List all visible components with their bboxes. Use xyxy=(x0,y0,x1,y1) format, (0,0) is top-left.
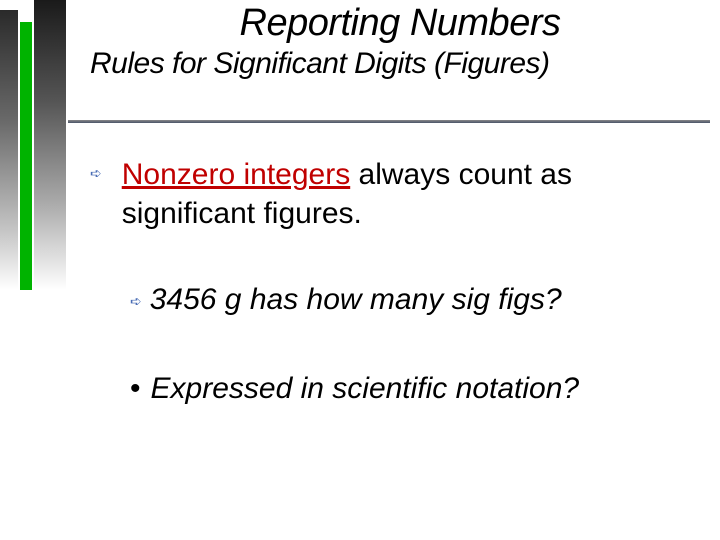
example-line: ➪ 3456 g has how many sig figs? xyxy=(130,283,690,317)
title-section: Reporting Numbers Rules for Significant … xyxy=(90,2,710,81)
decorative-left-bars xyxy=(0,0,66,300)
slide-content: ➪ Nonzero integers always count as signi… xyxy=(90,155,690,406)
slide-title: Reporting Numbers xyxy=(90,2,710,45)
green-bar xyxy=(20,22,32,290)
highlighted-term: Nonzero integers xyxy=(122,158,350,191)
rule-line: ➪ Nonzero integers always count as signi… xyxy=(90,155,690,233)
followup-text: Expressed in scientific notation? xyxy=(151,372,580,406)
arrow-icon: ➪ xyxy=(130,293,142,310)
gradient-bar-1 xyxy=(0,10,18,290)
rule-text: Nonzero integers always count as signifi… xyxy=(122,155,690,233)
bullet-icon: • xyxy=(130,372,141,406)
example-text: 3456 g has how many sig figs? xyxy=(150,283,562,317)
followup-line: • Expressed in scientific notation? xyxy=(130,372,690,406)
slide-subtitle: Rules for Significant Digits (Figures) xyxy=(90,47,710,81)
gradient-bar-2 xyxy=(34,0,66,290)
arrow-icon: ➪ xyxy=(90,165,102,182)
title-underline xyxy=(68,120,710,123)
